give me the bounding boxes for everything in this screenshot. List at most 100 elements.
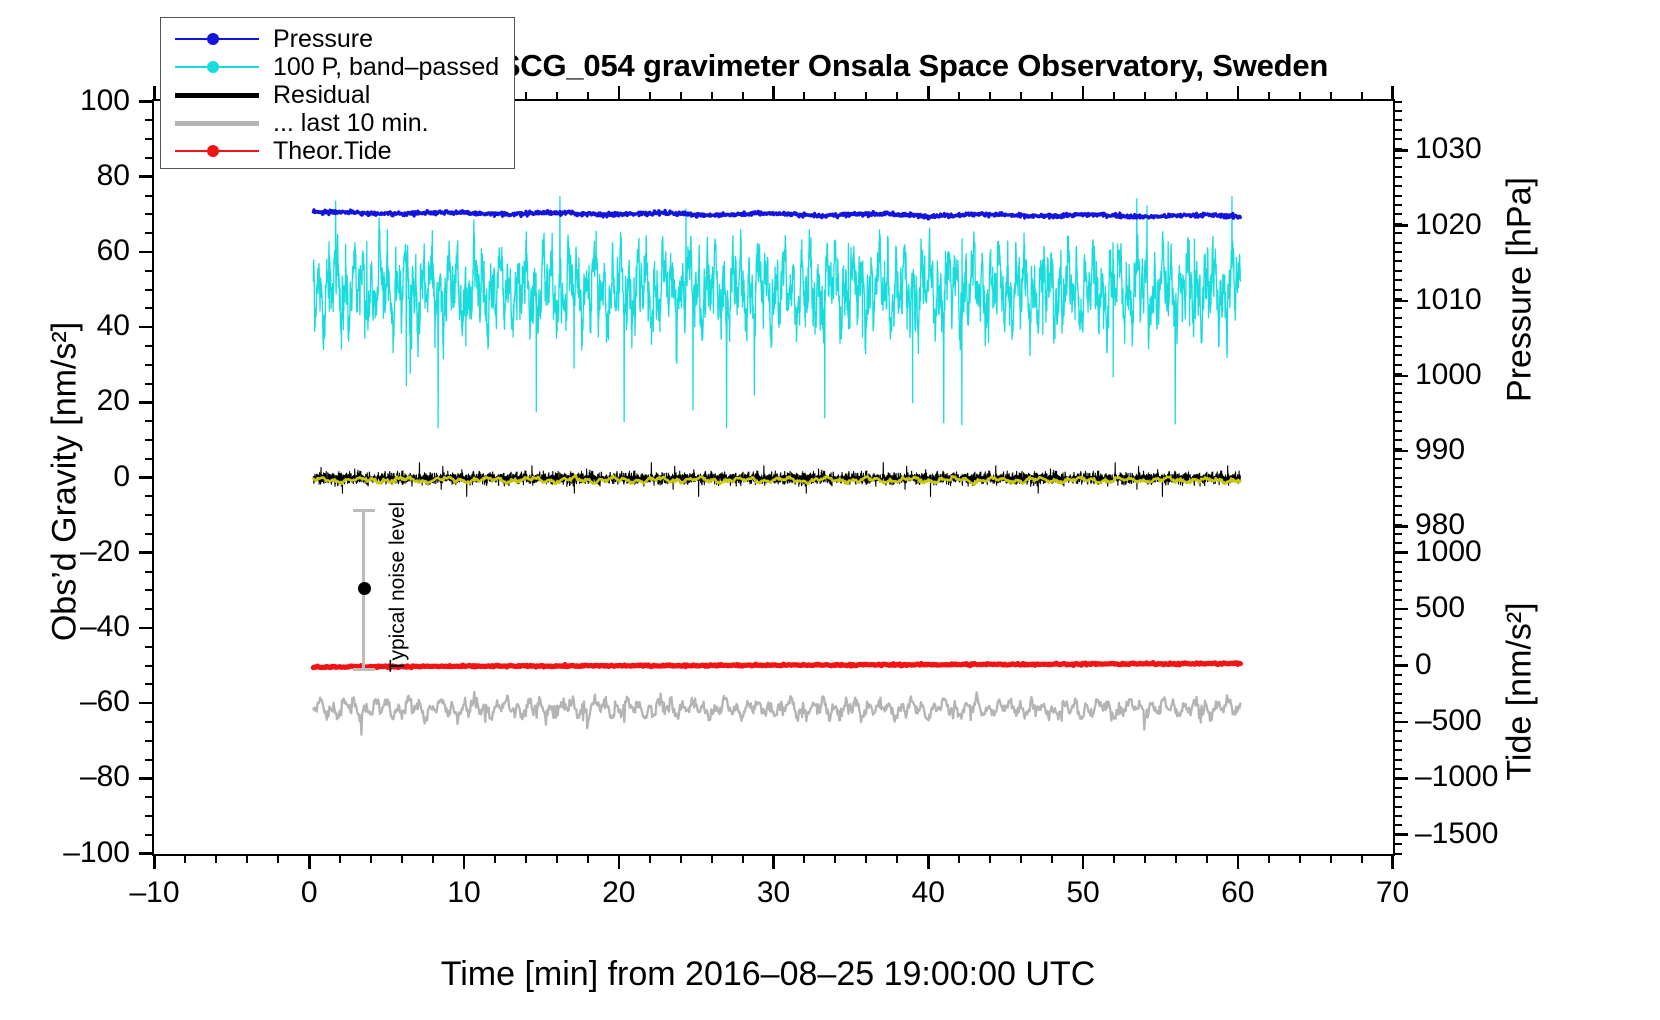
y-right-tick-minor [1395,758,1402,761]
pressure-tick-label: 1020 [1415,207,1482,241]
y-right-tick-minor [1395,166,1402,169]
y-right-tick-minor [1395,495,1402,498]
y-tick-label: –80 [79,760,130,794]
legend-key [161,109,273,137]
y-tick-label: –60 [79,685,130,719]
y-right-tick-minor [1395,683,1402,686]
x-top-tick-minor [1360,92,1363,99]
y-right-tick-minor [1395,476,1402,479]
x-tick-minor [1267,856,1270,863]
pressure-tick-label: 1000 [1415,357,1482,391]
y-right-tick-minor [1395,824,1402,827]
y-right-tick-major [1395,299,1408,303]
y-right-tick-minor [1395,232,1402,235]
y-right-tick-minor [1395,673,1402,676]
y-right-tick-minor [1395,156,1402,159]
x-tick-label: 30 [756,876,791,909]
y-right-tick-minor [1395,429,1402,432]
chart-title-text: SCG_054 gravimeter Onsala Space Observat… [499,48,1329,83]
y-right-tick-minor [1395,485,1402,488]
tide-tick-label: 0 [1415,647,1432,681]
x-tick-minor [865,856,868,863]
tide-tick-label: 500 [1415,591,1466,625]
x-tick-major [1236,856,1239,869]
y-right-tick-minor [1395,222,1402,225]
y-right-tick-minor [1395,175,1402,178]
y-right-tick-minor [1395,185,1402,188]
x-top-tick-minor [1112,92,1115,99]
x-tick-minor [432,856,435,863]
y-tick-minor [145,758,152,761]
x-tick-minor [1329,856,1332,863]
legend-key [161,137,273,165]
x-tick-label: 20 [602,876,636,909]
y-tick-minor [145,138,152,141]
y-right-tick-minor [1395,702,1402,705]
y-tick-label: 20 [96,384,130,418]
y-right-tick-minor [1395,833,1402,836]
x-tick-label: 70 [1375,876,1410,909]
noise-label: Typical noise level [386,501,409,673]
y-right-tick-minor [1395,598,1402,601]
y-tick-minor [145,514,152,517]
y-right-tick-minor [1395,777,1402,780]
y-right-tick-minor [1395,109,1402,112]
y-right-tick-major [1395,449,1408,453]
y-tick-major [139,250,152,254]
series-pressure-path [311,208,1242,221]
y-tick-minor [145,814,152,817]
legend-item: 100 P, band–passed [161,53,514,81]
x-tick-minor [1360,856,1363,863]
legend-item: Residual [161,81,514,109]
x-tick-minor [710,856,713,863]
y-right-tick-minor [1395,401,1402,404]
x-tick-minor [1205,856,1208,863]
y-right-tick-minor [1395,269,1402,272]
legend-item: Pressure [161,25,514,53]
x-tick-major [772,856,775,869]
y-tick-minor [145,213,152,216]
x-top-tick-major [153,86,156,99]
legend-line-swatch [175,120,259,126]
y-tick-minor [145,232,152,235]
tide-tick-label: –1500 [1415,816,1499,850]
y-right-tick-major [1395,525,1408,528]
x-top-tick-minor [958,92,961,99]
y-right-tick-minor [1395,448,1402,451]
x-top-tick-major [617,86,620,99]
y-tick-major [139,175,152,178]
x-tick-label: 40 [911,876,945,909]
x-tick-minor [246,856,249,863]
y-right-tick-minor [1395,250,1402,253]
y-tick-major [139,100,152,103]
y-right-tick-minor [1395,852,1402,855]
chart-title: SCG_054 gravimeter Onsala Space Observat… [0,48,1660,84]
x-tick-major [927,856,930,869]
x-tick-label: 50 [1066,876,1100,909]
y-tick-label: –40 [79,609,130,643]
series-last10-path [312,690,1242,736]
series-residual-smooth-path [312,474,1242,486]
y-tick-minor [145,382,152,385]
x-top-tick-minor [834,92,837,99]
y-right-tick-minor [1395,467,1402,470]
y-right-tick-minor [1395,749,1402,752]
x-top-tick-minor [865,92,868,99]
y-right-tick-minor [1395,551,1402,554]
y-right-tick-minor [1395,279,1402,282]
y-right-tick-minor [1395,288,1402,291]
y-right-tick-minor [1395,410,1402,413]
x-tick-minor [741,856,744,863]
y-tick-label: –20 [79,534,130,568]
y-tick-label: 80 [96,158,130,192]
x-tick-major [1081,856,1085,869]
x-top-tick-minor [803,92,806,99]
y-tick-label: 60 [96,233,130,267]
x-tick-major [462,856,466,869]
y-tick-label: 40 [96,309,130,343]
y-right-tick-minor [1395,523,1402,526]
legend-item: Theor.Tide [161,137,514,165]
y-tick-minor [145,532,152,535]
y-right-tick-minor [1395,608,1402,611]
y-right-tick-minor [1395,373,1402,376]
